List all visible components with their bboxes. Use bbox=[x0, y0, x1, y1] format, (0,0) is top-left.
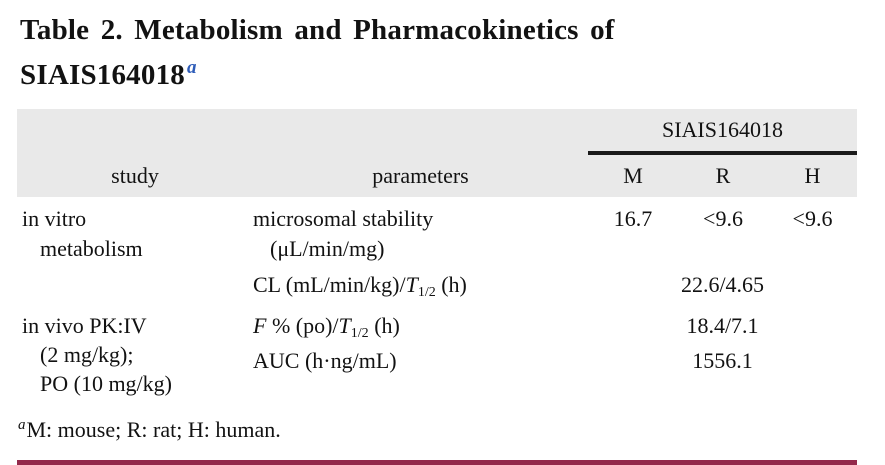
table-title-line2: SIAIS164018 a bbox=[20, 49, 861, 94]
merged-value-cell: 1556.1 bbox=[692, 348, 753, 373]
spanner-row: SIAIS164018 bbox=[17, 109, 857, 155]
parameter-line: (μL/min/mg) bbox=[270, 236, 385, 261]
column-header-study: study bbox=[111, 163, 159, 188]
pharmacokinetics-table: SIAIS164018 study parameters M R H in vi… bbox=[17, 109, 857, 399]
study-line: in vitro bbox=[22, 206, 87, 231]
footnote-superscript: a bbox=[18, 417, 26, 433]
table-footnote: aM: mouse; R: rat; H: human. bbox=[18, 411, 861, 444]
column-header-r: R bbox=[715, 163, 731, 188]
compound-name: SIAIS164018 bbox=[20, 59, 185, 91]
table-body: in vitro metabolism microsomal stability… bbox=[17, 204, 857, 399]
parameter-cell: CL (mL/min/kg)/T1/2 (h) bbox=[253, 270, 588, 300]
parameter-italic-f: F bbox=[253, 313, 267, 338]
parameter-text: (h) bbox=[435, 272, 467, 297]
footnote-text: M: mouse; R: rat; H: human. bbox=[26, 417, 281, 442]
table-title-line1: Table 2. Metabolism and Pharmacokinetics… bbox=[20, 14, 615, 46]
parameter-text: CL (mL/min/kg)/ bbox=[253, 272, 406, 297]
parameter-subscript: 1/2 bbox=[417, 285, 436, 300]
spanner-cell: SIAIS164018 bbox=[588, 109, 857, 155]
study-line: PO (10 mg/kg) bbox=[40, 371, 172, 396]
merged-value-cell: 22.6/4.65 bbox=[680, 272, 765, 297]
study-line: in vivo PK:IV bbox=[22, 313, 147, 338]
parameter-subscript: 1/2 bbox=[350, 326, 369, 341]
value-cell-r: <9.6 bbox=[703, 206, 743, 231]
merged-value-cell: 18.4/7.1 bbox=[686, 313, 759, 338]
parameter-cell: F % (po)/T1/2 (h) bbox=[253, 311, 588, 346]
bottom-accent-rule bbox=[17, 460, 857, 465]
study-cell: in vivo PK:IV (2 mg/kg); PO (10 mg/kg) bbox=[17, 311, 253, 396]
table-row: in vitro metabolism microsomal stability… bbox=[17, 204, 857, 264]
parameter-italic-t: T bbox=[405, 272, 418, 297]
study-cell bbox=[17, 270, 253, 300]
column-header-row: study parameters M R H bbox=[17, 155, 857, 197]
study-line: metabolism bbox=[40, 236, 143, 261]
parameter-cell: microsomal stability (μL/min/mg) bbox=[253, 204, 588, 264]
column-header-parameters: parameters bbox=[372, 163, 469, 188]
study-cell: in vitro metabolism bbox=[17, 204, 253, 264]
value-cell-m: 16.7 bbox=[613, 206, 653, 231]
spanner-spacer bbox=[17, 109, 588, 155]
table-title: Table 2. Metabolism and Pharmacokinetics… bbox=[20, 12, 861, 94]
footnote-marker-superscript: a bbox=[186, 57, 197, 78]
parameter-italic-t: T bbox=[338, 313, 351, 338]
value-cell-h: <9.6 bbox=[792, 206, 833, 231]
column-header-m: M bbox=[623, 163, 643, 188]
table-row-group: in vivo PK:IV (2 mg/kg); PO (10 mg/kg) F… bbox=[17, 311, 857, 399]
parameter-line: microsomal stability bbox=[253, 206, 434, 231]
column-header-h: H bbox=[804, 163, 821, 188]
table-row: CL (mL/min/kg)/T1/2 (h) 22.6/4.65 bbox=[17, 270, 857, 300]
study-line: (2 mg/kg); bbox=[40, 342, 134, 367]
table-header: SIAIS164018 study parameters M R H bbox=[17, 109, 857, 197]
parameter-cell: AUC (h·ng/mL) bbox=[253, 348, 397, 373]
parameter-text: % (po)/ bbox=[266, 313, 339, 338]
parameter-text: (h) bbox=[368, 313, 400, 338]
